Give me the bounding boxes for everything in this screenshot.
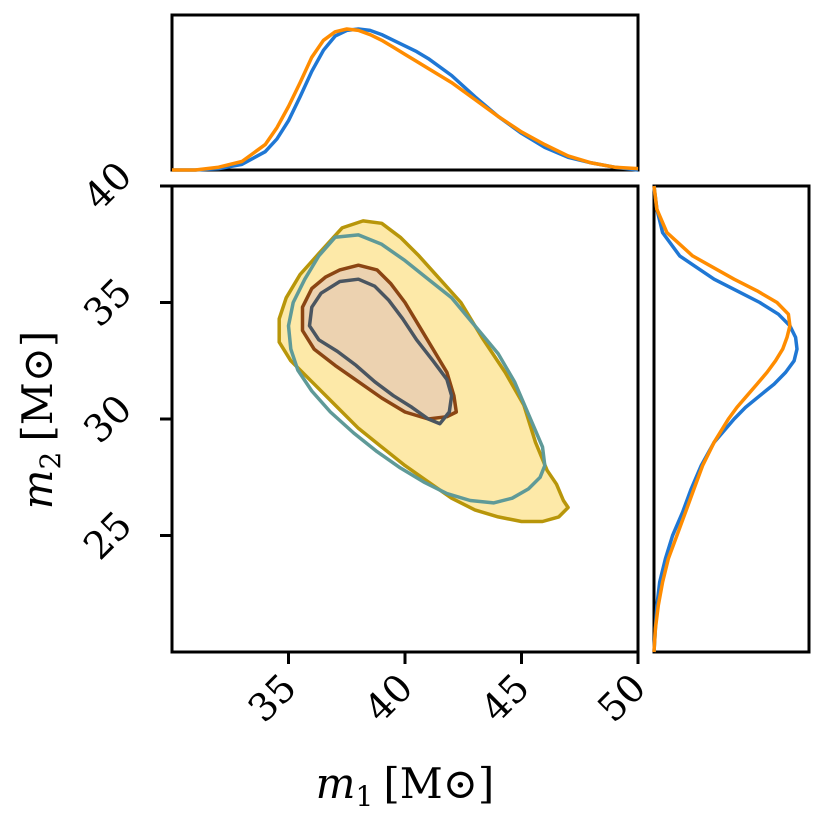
top-marginal-series [172, 27, 639, 172]
y-axis-label: m2[M⊙] [13, 331, 67, 510]
right-marginal-panel [652, 184, 811, 654]
right-marginal-frame [652, 184, 811, 654]
x-tick-label: 45 [473, 665, 538, 730]
top-marginal-frame [170, 13, 640, 172]
y-tick-label: 25 [75, 503, 140, 568]
contour-a-inner [307, 277, 454, 426]
y-tick-label: 30 [75, 386, 140, 451]
joint-contours [277, 219, 570, 524]
right-marginal-curve-a [652, 185, 799, 653]
contour-b-inner [300, 263, 459, 421]
y-axis-ticks: 25 30 35 40 [75, 153, 172, 568]
y-tick-label: 35 [75, 270, 140, 335]
joint-panel: 35 40 45 50 25 30 35 40 [75, 153, 654, 730]
right-marginal-curve-b [652, 185, 792, 653]
x-tick-label: 35 [240, 665, 305, 730]
top-marginal-curve-a [172, 27, 639, 172]
x-tick-label: 50 [589, 665, 654, 730]
x-axis-label: m1 [M⊙] [316, 759, 495, 813]
right-marginal-series [652, 185, 799, 653]
top-marginal-curve-b [172, 27, 639, 172]
top-marginal-panel [170, 13, 640, 172]
x-axis-ticks: 35 40 45 50 [240, 652, 654, 731]
x-tick-label: 40 [356, 665, 421, 730]
contour-a-outer [286, 233, 547, 505]
y-tick-label: 40 [75, 153, 140, 218]
